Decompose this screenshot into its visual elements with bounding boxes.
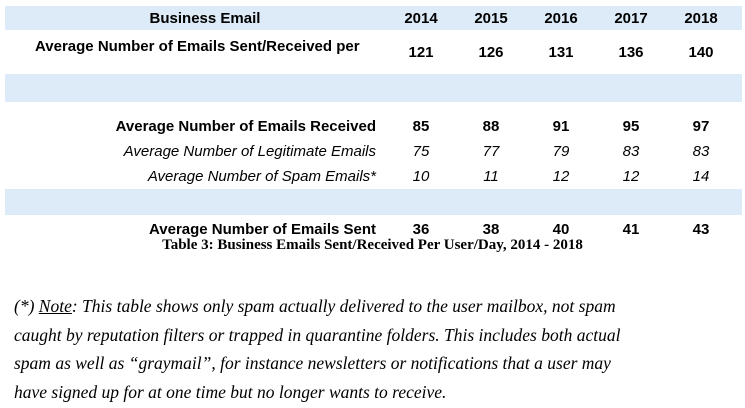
footnote-text: : This table shows only spam actually de…	[14, 296, 621, 402]
cell-received-2018: 97	[692, 118, 710, 135]
header-label: Business Email	[149, 9, 261, 27]
cell-legitimate-2018: 83	[692, 143, 710, 160]
cell-total-2014: 121	[408, 43, 434, 61]
cell-spam-2018: 14	[692, 168, 710, 185]
cell-total-2017: 136	[618, 43, 644, 61]
row-label-received: Average Number of Emails Received	[115, 118, 376, 135]
table-gap	[5, 102, 742, 114]
year-header-2015: 2015	[474, 9, 508, 27]
cell-received-2014: 85	[412, 118, 430, 135]
cell-total-2015: 126	[478, 43, 504, 61]
table-row-received: Average Number of Emails Received 85 88 …	[5, 114, 742, 139]
cell-sent-2014: 36	[412, 221, 430, 238]
cell-received-2015: 88	[482, 118, 500, 135]
cell-sent-2018: 43	[692, 221, 710, 238]
row-label-total: Average Number of Emails Sent/Received p…	[35, 37, 360, 55]
table-caption: Table 3: Business Emails Sent/Received P…	[162, 237, 583, 253]
cell-total-2018: 140	[688, 43, 714, 61]
cell-spam-2017: 12	[622, 168, 640, 185]
year-header-2017: 2017	[614, 9, 648, 27]
table-row-spam: Average Number of Spam Emails* 10 11 12 …	[5, 164, 742, 189]
table-row-total: Average Number of Emails Sent/Received p…	[5, 30, 742, 74]
cell-received-2016: 91	[552, 118, 570, 135]
cell-spam-2014: 10	[412, 168, 430, 185]
cell-spam-2015: 11	[483, 168, 499, 185]
cell-sent-2017: 41	[622, 221, 640, 238]
table-spacer-row	[5, 74, 742, 102]
cell-spam-2016: 12	[552, 168, 570, 185]
cell-received-2017: 95	[622, 118, 640, 135]
footnote: (*) Note: This table shows only spam act…	[14, 292, 739, 406]
cell-sent-2016: 40	[552, 221, 570, 238]
row-label-sent: Average Number of Emails Sent	[148, 221, 376, 238]
email-stats-table: Business Email 2014 2015 2016 2017 2018 …	[5, 6, 742, 242]
year-header-2016: 2016	[544, 9, 578, 27]
year-header-2018: 2018	[684, 9, 718, 27]
table-row-sent: Average Number of Emails Sent 36 38 40 4…	[5, 217, 742, 242]
row-label-spam: Average Number of Spam Emails*	[147, 168, 376, 185]
table-spacer-row	[5, 189, 742, 215]
table-row-legitimate: Average Number of Legitimate Emails 75 7…	[5, 139, 742, 164]
table-header-row: Business Email 2014 2015 2016 2017 2018	[5, 6, 742, 30]
cell-legitimate-2015: 77	[482, 143, 500, 160]
cell-legitimate-2016: 79	[552, 143, 570, 160]
row-label-legitimate: Average Number of Legitimate Emails	[123, 143, 376, 160]
footnote-label: Note	[38, 296, 72, 316]
cell-legitimate-2014: 75	[412, 143, 430, 160]
year-header-2014: 2014	[404, 9, 438, 27]
cell-total-2016: 131	[548, 43, 574, 61]
cell-sent-2015: 38	[482, 221, 500, 238]
footnote-prefix: (*)	[14, 296, 39, 316]
cell-legitimate-2017: 83	[622, 143, 640, 160]
